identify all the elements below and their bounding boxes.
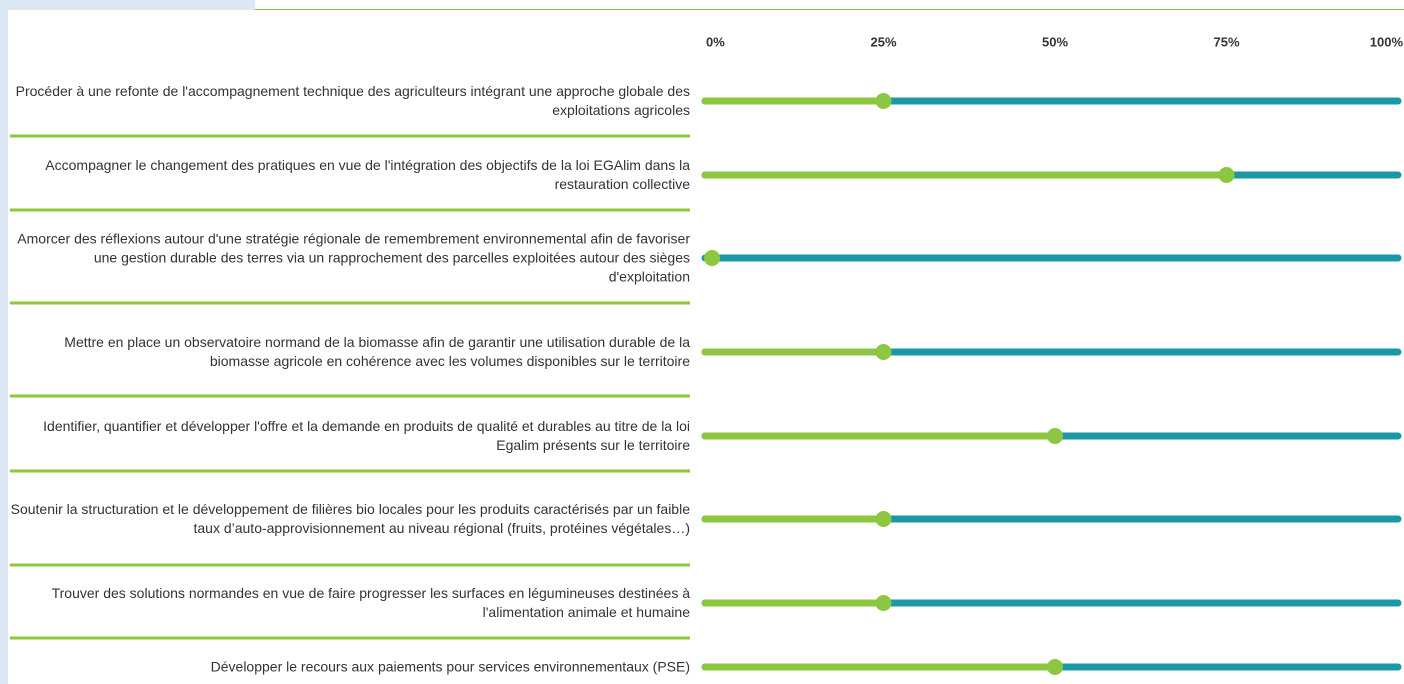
x-tick-label: 25%	[870, 34, 896, 49]
row-label: Trouver des solutions normandes en vue d…	[51, 585, 690, 620]
progress-marker	[1047, 428, 1063, 444]
progress-marker	[875, 344, 892, 360]
x-tick-label: 0%	[706, 34, 725, 49]
x-tick-label: 75%	[1213, 34, 1239, 49]
progress-marker	[1047, 659, 1063, 675]
row-label: Procéder à une refonte de l'accompagneme…	[15, 83, 690, 118]
row-label: Développer le recours aux paiements pour…	[210, 658, 690, 675]
progress-marker	[704, 250, 720, 266]
row-label: Identifier, quantifier et développer l'o…	[43, 418, 690, 453]
row-label: Amorcer des réflexions autour d'une stra…	[17, 230, 690, 285]
progress-marker	[875, 93, 892, 109]
row-label: Mettre en place un observatoire normand …	[64, 334, 690, 369]
rule	[255, 9, 1404, 10]
progress-marker	[875, 595, 892, 611]
frame	[0, 0, 8, 684]
frame	[0, 0, 255, 10]
x-tick-label: 100%	[1370, 34, 1404, 49]
progress-marker	[875, 511, 892, 527]
row-label: Accompagner le changement des pratiques …	[45, 157, 690, 192]
row-label: Soutenir la structuration et le développ…	[10, 501, 690, 536]
progress-marker	[1218, 167, 1235, 183]
x-tick-label: 50%	[1042, 34, 1068, 49]
